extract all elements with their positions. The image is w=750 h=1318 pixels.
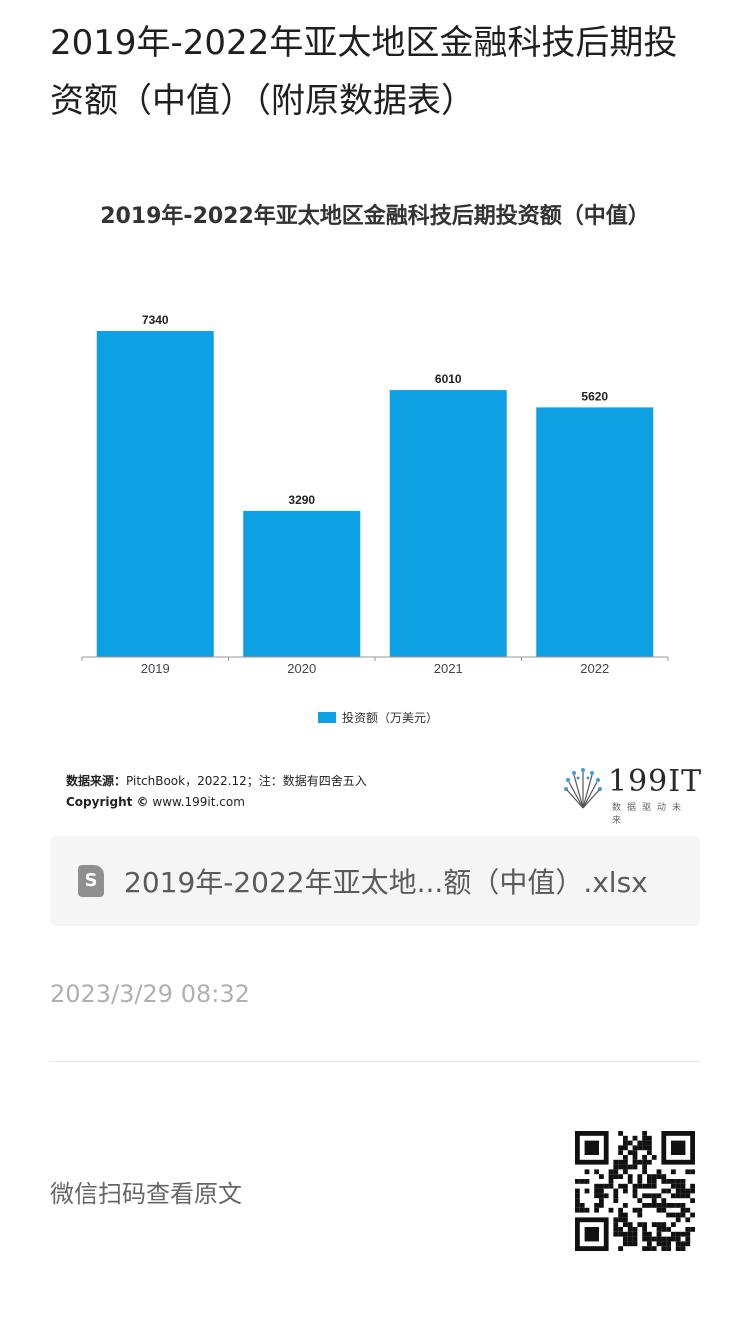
brand-logo: 199IT 数据驱动未来: [560, 764, 703, 826]
data-label-2020: 3290: [288, 493, 315, 507]
source-label: 数据来源：: [66, 774, 127, 788]
x-tick-2021: 2021: [434, 661, 463, 676]
x-tick-2022: 2022: [580, 661, 609, 676]
source-text: PitchBook，2022.12；注：数据有四舍五入: [126, 774, 367, 788]
chart-legend: 投资额（万美元）: [318, 709, 438, 726]
bar-2021: [389, 390, 507, 657]
data-label-2021: 6010: [435, 372, 462, 386]
divider: [50, 1061, 700, 1062]
brand-tagline: 数据驱动未来: [612, 803, 688, 826]
qr-code-icon[interactable]: [575, 1131, 695, 1251]
copyright-url[interactable]: www.199it.com: [152, 795, 245, 809]
scan-prompt: 微信扫码查看原文: [50, 1180, 242, 1208]
data-source: 数据来源：PitchBook，2022.12；注：数据有四舍五入 Copyrig…: [66, 771, 367, 813]
post-timestamp: 2023/3/29 08:32: [50, 980, 250, 1008]
file-name: 2019年-2022年亚太地...额（中值）.xlsx: [124, 866, 648, 899]
spreadsheet-file-icon: S: [78, 865, 104, 897]
page-title: 2019年-2022年亚太地区金融科技后期投资额（中值）（附原数据表）: [50, 23, 678, 121]
x-tick-2019: 2019: [141, 661, 170, 676]
file-attachment[interactable]: S 2019年-2022年亚太地...额（中值）.xlsx: [50, 836, 700, 926]
dandelion-logo-icon: [564, 768, 602, 809]
brand-name: 199IT: [608, 764, 703, 799]
chart-title: 2019年-2022年亚太地区金融科技后期投资额（中值）: [100, 204, 650, 229]
bar-2022: [536, 407, 654, 657]
bar-chart: 7340 2019 3290 2020 6010 2021 5620 2022: [81, 313, 669, 676]
bar-2019: [96, 331, 214, 657]
x-tick-2020: 2020: [287, 661, 316, 676]
data-label-2019: 7340: [142, 313, 169, 327]
legend-label: 投资额（万美元）: [342, 711, 439, 725]
copyright-label: Copyright ©: [66, 795, 149, 809]
data-label-2022: 5620: [581, 389, 608, 403]
legend-swatch: [318, 712, 336, 723]
bar-2020: [243, 510, 361, 657]
